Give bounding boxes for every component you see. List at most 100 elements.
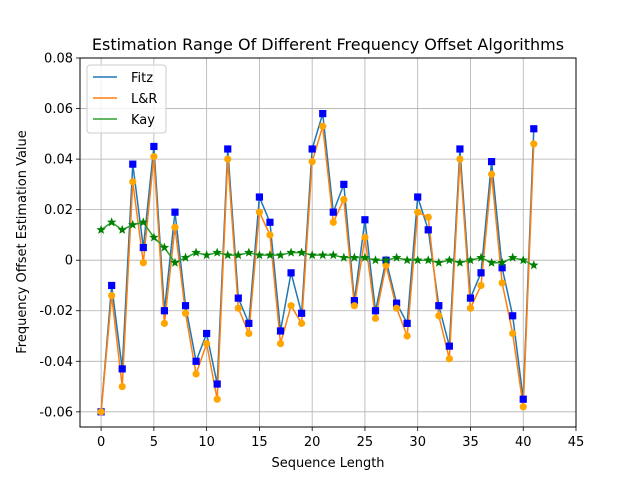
kay-point — [465, 255, 476, 265]
fitz-point — [329, 208, 337, 216]
lr-point — [414, 208, 422, 216]
fitz-point — [361, 216, 369, 224]
lr-point — [245, 329, 253, 338]
lr-point — [139, 259, 147, 267]
kay-point — [307, 250, 317, 260]
lr-point — [477, 281, 485, 290]
y-tick-label: -0.06 — [39, 405, 73, 420]
x-tick-label: 5 — [150, 435, 158, 450]
kay-point — [317, 250, 328, 260]
fitz-point — [519, 395, 527, 403]
kay-point — [507, 252, 518, 262]
fitz-point — [160, 307, 169, 315]
lr-point — [203, 339, 211, 348]
x-axis-label: Sequence Length — [271, 456, 384, 471]
fitz-point — [340, 180, 348, 188]
plot-frame — [79, 57, 577, 428]
y-tick-label: 0.02 — [44, 203, 73, 218]
kay-point — [529, 260, 539, 270]
kay-point — [370, 255, 381, 265]
fitz-point — [392, 299, 401, 307]
fitz-point — [319, 110, 327, 118]
lr-point — [382, 261, 390, 269]
lr-point — [255, 208, 264, 216]
lr-point — [424, 213, 432, 221]
kay-point — [518, 255, 528, 265]
fitz-point — [445, 342, 453, 350]
lr-point — [445, 355, 453, 363]
x-tick-label: 45 — [568, 435, 585, 450]
kay-point — [159, 242, 170, 252]
x-tick-label: 0 — [97, 435, 105, 450]
lr-point — [403, 332, 411, 340]
fitz-point — [213, 380, 221, 388]
fitz-point — [108, 281, 116, 290]
x-tick-label: 35 — [462, 435, 479, 450]
y-tick-label: -0.04 — [39, 355, 73, 370]
fitz-point — [224, 145, 232, 153]
fitz-point — [203, 329, 211, 338]
kay-point — [222, 250, 233, 260]
fitz-point — [298, 309, 306, 317]
fitz-point — [466, 294, 475, 302]
lr-point — [234, 304, 242, 312]
lr-point — [498, 279, 506, 287]
lr-point — [150, 152, 158, 161]
fitz-point — [403, 319, 411, 327]
lr-point — [276, 339, 285, 348]
kay-point — [265, 250, 275, 260]
x-tick-label: 25 — [357, 435, 374, 450]
y-axis-label: Frequency Offset Estimation Value — [15, 130, 30, 354]
kay-point — [497, 257, 507, 267]
lr-point — [108, 291, 116, 300]
fitz-point — [287, 269, 295, 277]
fitz-point — [498, 264, 506, 272]
kay-point — [402, 255, 412, 265]
kay-legend-label: Kay — [131, 113, 155, 128]
lr-point — [329, 218, 337, 226]
lr-point — [509, 329, 517, 338]
fitz-point — [424, 226, 432, 234]
lr-point — [308, 158, 316, 166]
fitz-point — [530, 125, 538, 133]
fitz-point — [487, 158, 496, 166]
lr-point — [171, 223, 179, 231]
fitz-point — [477, 269, 485, 277]
kay-point — [286, 247, 296, 257]
kay-point — [201, 250, 212, 260]
kay-point — [212, 247, 222, 257]
fitz-point — [308, 145, 316, 153]
x-tick-label: 40 — [515, 435, 532, 450]
fitz-point — [234, 294, 242, 302]
lr-point — [340, 195, 348, 204]
lr-point — [392, 304, 401, 312]
lr-point — [129, 178, 137, 186]
kay-point — [339, 252, 349, 262]
kay-point — [170, 257, 180, 267]
lr-point — [181, 309, 190, 317]
fitz-point — [150, 142, 158, 151]
x-tick-label: 30 — [409, 435, 426, 450]
lr-point — [466, 304, 475, 312]
lr-point — [361, 233, 369, 242]
legend-box — [86, 64, 167, 134]
kay-point — [106, 217, 117, 227]
kay-point — [434, 257, 444, 267]
fitz-point — [414, 193, 422, 201]
kay-point — [296, 247, 307, 257]
lr-legend-label: L&R — [131, 92, 157, 107]
kay-point — [381, 255, 391, 265]
fitz-legend-label: Fitz — [131, 71, 153, 86]
fitz-point — [192, 357, 200, 365]
fitz-point — [276, 327, 285, 335]
fitz-point — [509, 312, 517, 320]
kay-point — [96, 224, 106, 234]
fitz-point — [129, 160, 137, 168]
kay-point — [412, 255, 423, 265]
lr-point — [350, 302, 358, 310]
fitz-point — [266, 218, 274, 226]
kay-point — [486, 257, 497, 267]
fitz-point — [245, 319, 253, 327]
